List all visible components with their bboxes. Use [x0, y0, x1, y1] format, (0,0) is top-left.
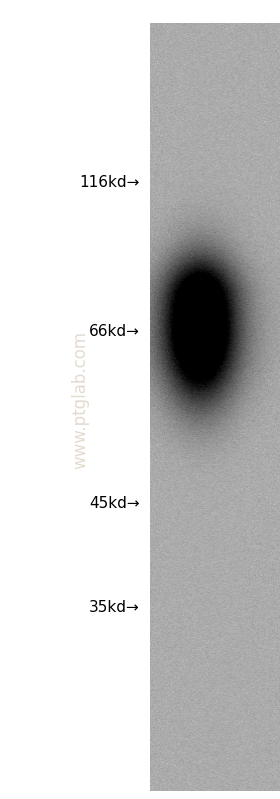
Text: 116kd→: 116kd→ — [80, 175, 140, 189]
Text: www.ptglab.com: www.ptglab.com — [71, 331, 89, 468]
Text: 35kd→: 35kd→ — [89, 600, 140, 614]
Text: 45kd→: 45kd→ — [89, 496, 140, 511]
Text: 66kd→: 66kd→ — [89, 324, 140, 339]
